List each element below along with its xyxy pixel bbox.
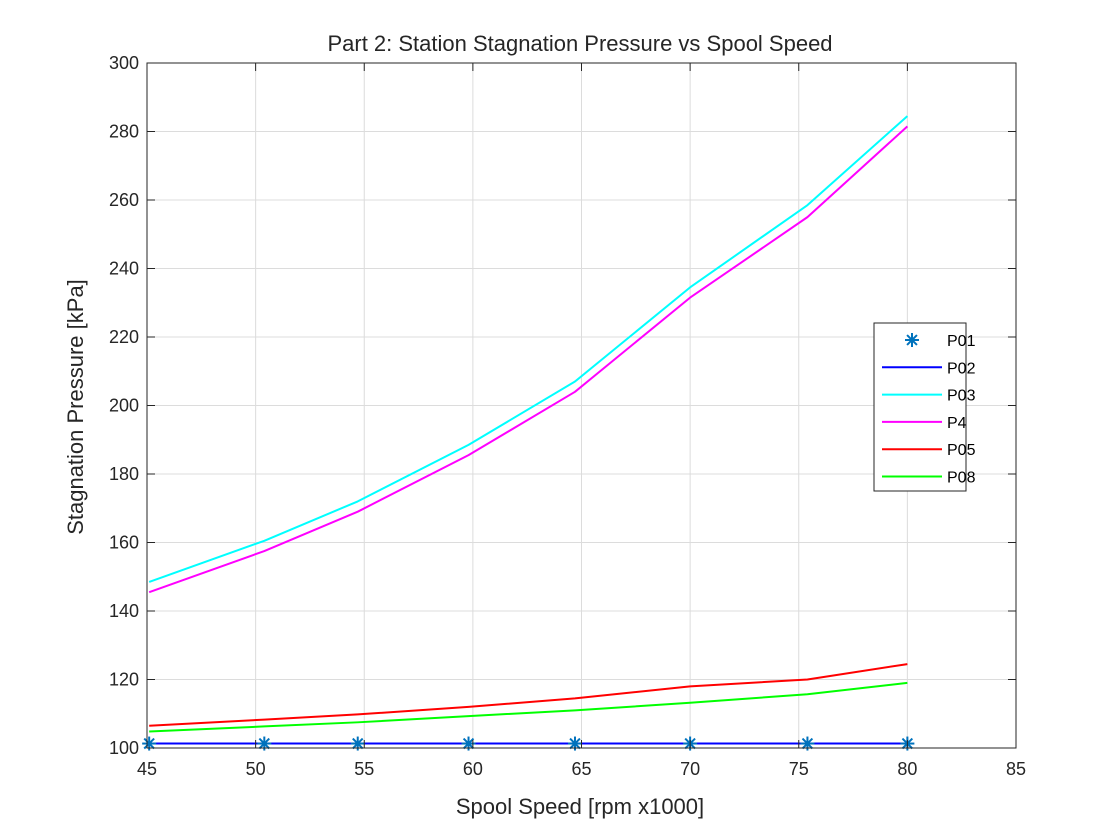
series-line-p03	[148, 115, 909, 583]
x-tick-label: 55	[354, 759, 374, 779]
legend-item: P4	[882, 415, 967, 432]
series-p4	[148, 125, 909, 594]
series-p05	[149, 663, 908, 727]
series-line-p05	[149, 663, 908, 727]
x-tick-label: 50	[246, 759, 266, 779]
series-line-p08	[149, 681, 908, 733]
legend-label: P03	[947, 388, 976, 405]
y-tick-label: 220	[109, 327, 139, 347]
data-point-p01	[567, 736, 582, 751]
y-tick-label: 200	[109, 396, 139, 416]
x-axis-label: Spool Speed [rpm x1000]	[456, 794, 704, 819]
legend-item: P08	[882, 470, 976, 487]
y-tick-label: 260	[109, 190, 139, 210]
y-tick-label: 160	[109, 533, 139, 553]
x-tick-label: 45	[137, 759, 157, 779]
x-tick-label: 75	[789, 759, 809, 779]
y-tick-label: 300	[109, 53, 139, 73]
x-tick-label: 85	[1006, 759, 1026, 779]
legend-label: P02	[947, 360, 976, 377]
y-tick-label: 100	[109, 738, 139, 758]
series-p03	[148, 115, 909, 583]
chart-title: Part 2: Station Stagnation Pressure vs S…	[327, 31, 832, 56]
y-tick-label: 180	[109, 464, 139, 484]
y-tick-label: 140	[109, 601, 139, 621]
x-tick-label: 70	[680, 759, 700, 779]
x-tick-label: 80	[897, 759, 917, 779]
y-tick-label: 120	[109, 670, 139, 690]
y-tick-label: 280	[109, 122, 139, 142]
legend-item: P01	[905, 333, 976, 350]
legend-item: P03	[882, 388, 976, 405]
legend-box	[873, 322, 967, 492]
legend-item: P05	[882, 442, 976, 459]
y-axis-label: Stagnation Pressure [kPa]	[63, 279, 88, 535]
legend: P01 P02 P03 P4 P05 P08	[873, 322, 976, 492]
legend-label: P4	[947, 415, 967, 432]
ticks: 45 50 55 60 65 70 75 80 85 100 120 140 160 180 200 220 2…	[109, 53, 1026, 779]
legend-item: P02	[882, 360, 976, 377]
series-p08	[149, 681, 908, 733]
legend-marker	[905, 333, 919, 347]
series-layer	[142, 115, 915, 751]
legend-label: P05	[947, 442, 976, 459]
y-tick-label: 240	[109, 259, 139, 279]
legend-label: P01	[947, 333, 976, 350]
x-tick-label: 65	[571, 759, 591, 779]
legend-label: P08	[947, 470, 976, 487]
x-tick-label: 60	[463, 759, 483, 779]
series-line-p4	[148, 125, 909, 594]
